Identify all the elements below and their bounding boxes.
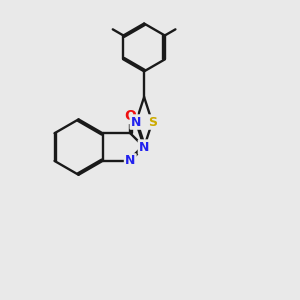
Text: N: N (125, 154, 135, 167)
Text: N: N (139, 141, 149, 154)
Text: S: S (148, 116, 157, 128)
Text: N: N (131, 116, 141, 128)
Text: O: O (124, 109, 136, 123)
